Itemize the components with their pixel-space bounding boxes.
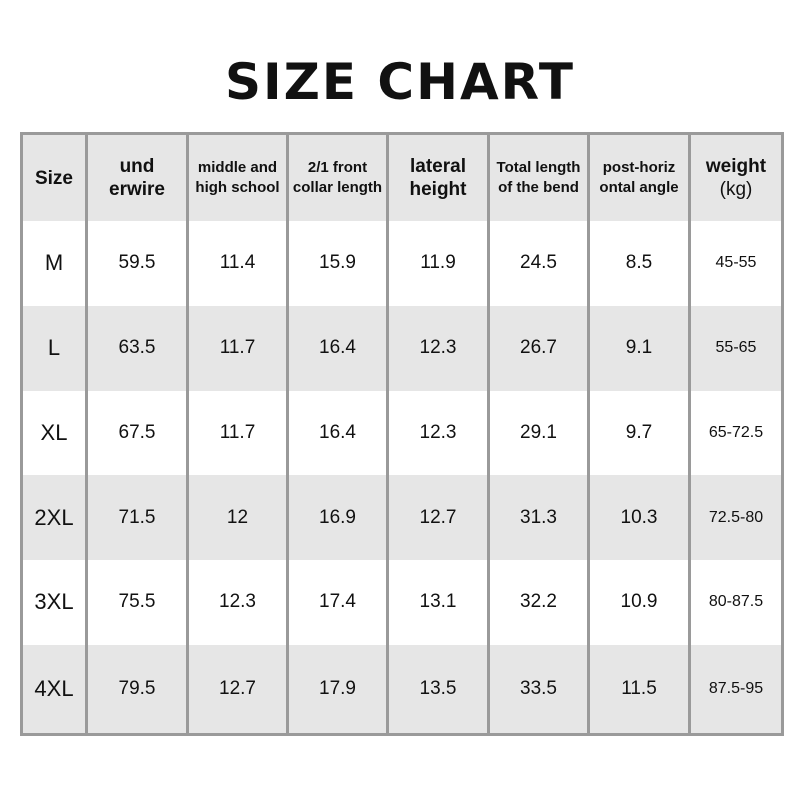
column-header: 2/1 front collar length	[286, 133, 389, 221]
table-row: M 59.5 11.4 15.9 11.9 24.5 8.5 45-55	[20, 221, 784, 306]
value-cell: 13.1	[386, 560, 490, 645]
header-line: height	[409, 179, 467, 200]
value-cell: 79.5	[85, 644, 189, 735]
value-cell: 24.5	[487, 221, 590, 306]
value-cell: 17.4	[286, 560, 389, 645]
value-cell: 26.7	[487, 305, 590, 391]
value-cell: 16.9	[286, 475, 389, 561]
value-cell: 12.3	[186, 560, 289, 645]
header-line: (kg)	[719, 179, 753, 200]
value-cell: 9.1	[587, 305, 691, 391]
column-header: lateral height	[386, 133, 490, 221]
value-cell: 45-55	[688, 221, 784, 306]
size-cell: L	[20, 305, 88, 391]
size-chart-table: Size und erwire middle and high school 2/1 fr…	[20, 132, 784, 736]
header-row: Size und erwire middle and high school 2/1 fr…	[20, 133, 784, 221]
value-cell: 11.7	[186, 390, 289, 476]
header-line: weight	[705, 156, 767, 177]
value-cell: 29.1	[487, 390, 590, 476]
value-cell: 11.9	[386, 221, 490, 306]
table-row: 2XL 71.5 12 16.9 12.7 31.3 10.3 72.5-80	[20, 475, 784, 561]
value-cell: 80-87.5	[688, 560, 784, 645]
header-line: middle and	[197, 159, 278, 176]
size-cell: XL	[20, 390, 88, 476]
value-cell: 16.4	[286, 390, 389, 476]
value-cell: 72.5-80	[688, 475, 784, 561]
value-cell: 12.7	[386, 475, 490, 561]
value-cell: 11.7	[186, 305, 289, 391]
value-cell: 12.7	[186, 644, 289, 735]
table-row: 3XL 75.5 12.3 17.4 13.1 32.2 10.9 80-87.5	[20, 560, 784, 645]
header-line: of the bend	[498, 179, 579, 196]
value-cell: 11.5	[587, 644, 691, 735]
value-cell: 75.5	[85, 560, 189, 645]
value-cell: 15.9	[286, 221, 389, 306]
size-cell: M	[20, 221, 88, 306]
value-cell: 9.7	[587, 390, 691, 476]
header-line: Total length	[496, 159, 581, 176]
header-line: Size	[34, 167, 74, 189]
header-line: collar length	[292, 179, 383, 196]
value-cell: 65-72.5	[688, 390, 784, 476]
header-line: post-horiz	[602, 159, 676, 176]
column-header: post-horiz ontal angle	[587, 133, 691, 221]
table-row: L 63.5 11.7 16.4 12.3 26.7 9.1 55-65	[20, 305, 784, 391]
size-cell: 2XL	[20, 475, 88, 561]
value-cell: 12	[186, 475, 289, 561]
value-cell: 55-65	[688, 305, 784, 391]
header-line: lateral	[410, 156, 466, 177]
value-cell: 12.3	[386, 390, 490, 476]
column-header: Size	[20, 133, 88, 221]
table-row: XL 67.5 11.7 16.4 12.3 29.1 9.7 65-72.5	[20, 390, 784, 476]
size-cell: 4XL	[20, 644, 88, 735]
value-cell: 87.5-95	[688, 644, 784, 735]
column-header: middle and high school	[186, 133, 289, 221]
column-header: Total length of the bend	[487, 133, 590, 221]
page-title: SIZE CHART	[224, 53, 576, 111]
value-cell: 16.4	[286, 305, 389, 391]
value-cell: 32.2	[487, 560, 590, 645]
value-cell: 31.3	[487, 475, 590, 561]
size-cell: 3XL	[20, 560, 88, 645]
value-cell: 11.4	[186, 221, 289, 306]
value-cell: 12.3	[386, 305, 490, 391]
value-cell: 33.5	[487, 644, 590, 735]
value-cell: 71.5	[85, 475, 189, 561]
column-header: und erwire	[85, 133, 189, 221]
value-cell: 63.5	[85, 305, 189, 391]
table-row: 4XL 79.5 12.7 17.9 13.5 33.5 11.5 87.5-95	[20, 644, 784, 735]
value-cell: 10.9	[587, 560, 691, 645]
header-line: ontal angle	[599, 179, 679, 196]
value-cell: 67.5	[85, 390, 189, 476]
header-line: high school	[195, 179, 280, 196]
header-line: und	[119, 156, 155, 177]
column-header: weight (kg)	[688, 133, 784, 221]
value-cell: 10.3	[587, 475, 691, 561]
value-cell: 13.5	[386, 644, 490, 735]
value-cell: 59.5	[85, 221, 189, 306]
header-line: erwire	[109, 179, 165, 200]
value-cell: 17.9	[286, 644, 389, 735]
value-cell: 8.5	[587, 221, 691, 306]
header-line: 2/1 front	[307, 159, 368, 176]
